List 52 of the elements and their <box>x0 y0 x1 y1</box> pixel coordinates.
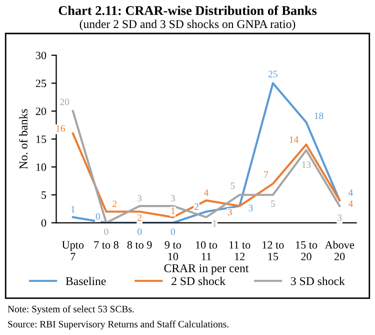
data-label: 0 <box>170 228 175 235</box>
chart-title: Chart 2.11: CRAR-wise Distribution of Banks <box>58 6 317 16</box>
data-label: 20 <box>60 98 70 106</box>
x-tick-label: Upto 7 <box>62 241 84 260</box>
legend-label: 2 SD shock <box>172 276 226 286</box>
y-tick-label: 5 <box>42 191 46 199</box>
data-label: 3 <box>338 214 342 221</box>
data-label: 0 <box>104 228 108 235</box>
data-label: 18 <box>314 112 324 120</box>
data-label: 7 <box>264 171 268 178</box>
data-label: 1 <box>71 206 75 213</box>
data-label: 5 <box>271 200 275 208</box>
data-label: 3 <box>228 208 232 216</box>
data-label: 5 <box>230 182 235 189</box>
data-label: 4 <box>204 189 209 196</box>
y-tick-label: 10 <box>36 163 46 171</box>
data-label: 2 <box>138 214 142 221</box>
data-label: 13 <box>302 161 311 168</box>
source-note: Source: RBI Supervisory Returns and Staff Calculations. <box>8 320 228 330</box>
y-tick-label: 25 <box>36 80 46 88</box>
data-label: 1 <box>171 208 175 214</box>
data-label: 0 <box>96 213 100 220</box>
y-axis-title: No. of banks <box>19 109 28 170</box>
x-tick-label: 11 to 12 <box>230 241 250 260</box>
x-tick-label: 12 to 15 <box>262 241 284 260</box>
data-label: 2 <box>112 200 116 207</box>
legend-label: 3 SD shock <box>291 276 345 286</box>
x-tick-label: Above 20 <box>324 240 354 260</box>
x-tick-label: 8 to 9 <box>127 241 152 249</box>
data-label: 25 <box>268 70 278 78</box>
data-label: 2 <box>194 203 198 210</box>
data-label: 3 <box>138 194 142 202</box>
data-label: 14 <box>290 136 298 143</box>
y-tick-label: 30 <box>36 52 46 60</box>
chart-subtitle: (under 2 SD and 3 SD shocks on GNPA ratio) <box>80 20 296 30</box>
x-axis-title: CRAR in per cent <box>164 264 249 275</box>
data-label: 16 <box>56 125 65 132</box>
data-label: 3 <box>170 194 175 202</box>
y-tick-label: 20 <box>36 108 46 116</box>
x-tick-label: 9 to 10 <box>164 241 181 260</box>
x-tick-label: 10 to 11 <box>196 241 218 260</box>
x-tick-label: 7 to 8 <box>94 241 118 249</box>
x-tick-label: 15 to 20 <box>296 241 318 260</box>
legend-label: Baseline <box>66 276 106 286</box>
data-label: 4 <box>348 189 353 196</box>
y-tick-label: 0 <box>41 219 46 227</box>
y-tick-label: 15 <box>36 136 46 143</box>
data-label: 4 <box>348 200 353 207</box>
data-label: 0 <box>138 228 142 235</box>
data-label: 3 <box>248 204 253 212</box>
text: Note: System of select 53 SCBs. <box>8 305 134 314</box>
data-label: 1 <box>213 220 216 226</box>
